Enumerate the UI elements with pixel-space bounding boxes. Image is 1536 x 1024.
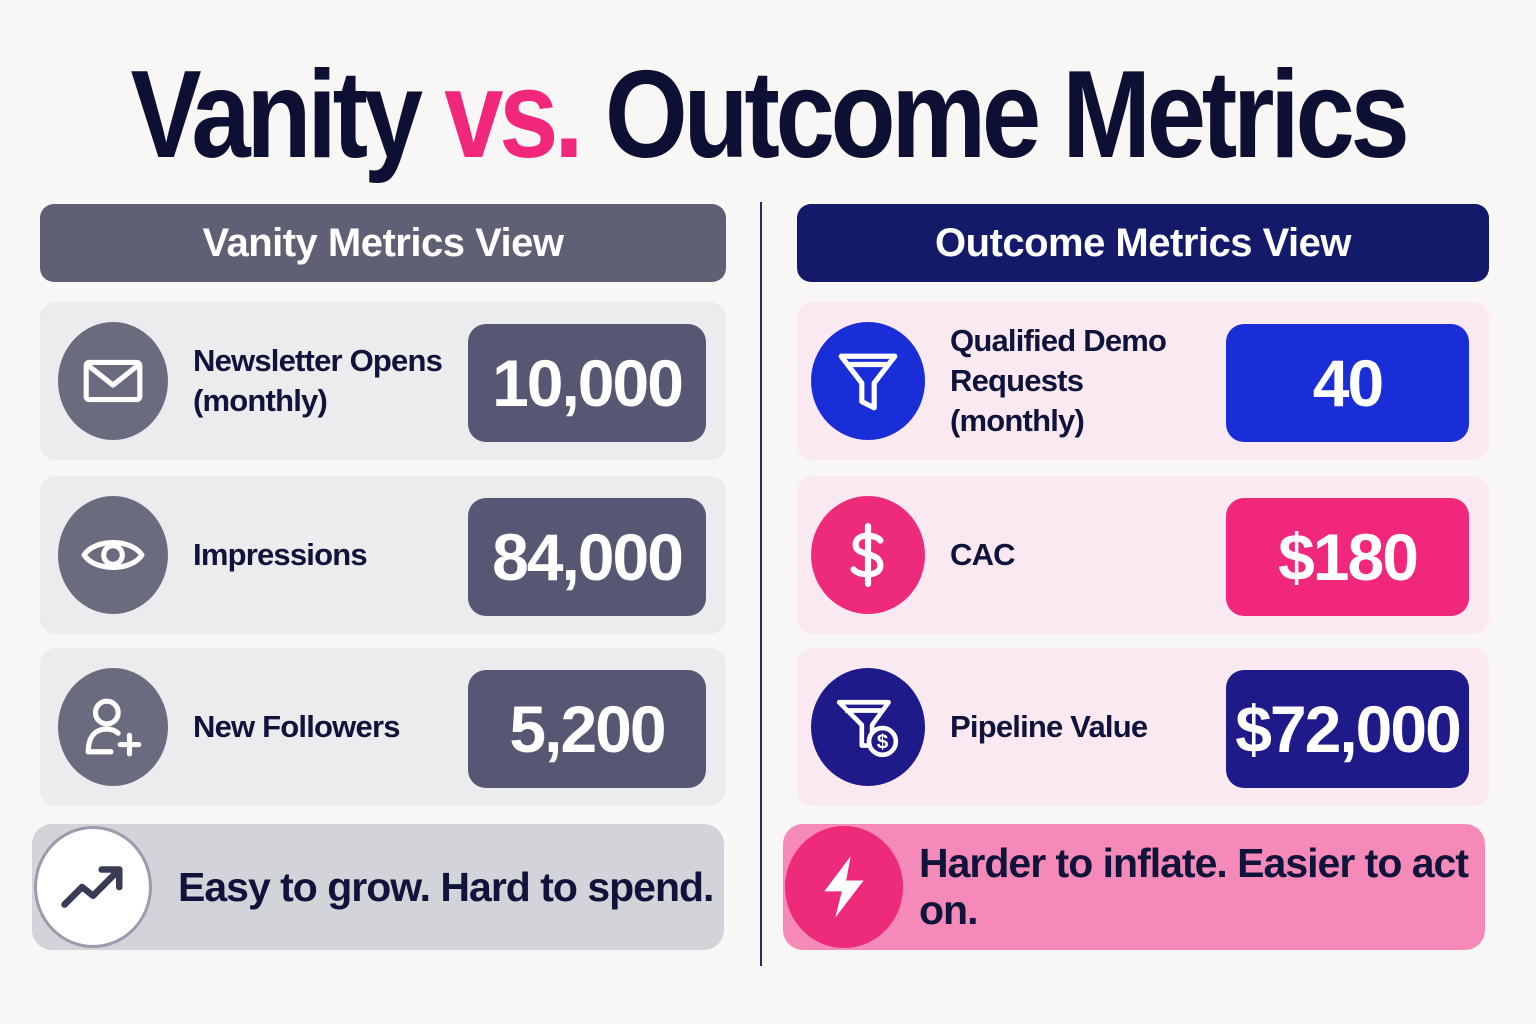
lightning-icon: [785, 826, 903, 948]
vanity-metric-row: New Followers 5,200: [40, 648, 726, 806]
metric-label: Pipeline Value: [950, 709, 1148, 744]
title-outcome: Outcome Metrics: [604, 46, 1410, 184]
dollar-icon: [811, 496, 925, 614]
mail-icon: [58, 322, 168, 440]
metric-value: 10,000: [468, 324, 706, 442]
metric-label: CAC: [950, 537, 1016, 572]
outcome-metric-row: CAC $180: [797, 476, 1489, 634]
metric-value: $72,000: [1226, 670, 1469, 788]
add-user-icon: [58, 668, 168, 786]
outcome-metric-row: $ Pipeline Value $72,000: [797, 648, 1489, 806]
metric-label: Newsletter Opens (monthly): [193, 343, 443, 418]
title-vanity: Vanity: [130, 46, 423, 184]
trend-up-icon: [34, 826, 152, 948]
vanity-footer-text: Easy to grow. Hard to spend.: [178, 863, 714, 910]
vanity-footer: Easy to grow. Hard to spend.: [32, 824, 724, 950]
metric-value: 5,200: [468, 670, 706, 788]
outcome-footer-text: Harder to inflate. Easier to act on.: [919, 840, 1469, 933]
svg-text:$: $: [877, 731, 889, 754]
vanity-metric-row: Newsletter Opens (monthly) 10,000: [40, 302, 726, 460]
metric-label: Impressions: [193, 537, 368, 572]
page-title: Vanity vs. Outcome Metrics: [108, 40, 1429, 190]
outcome-metric-row: Qualified Demo Requests (monthly) 40: [797, 302, 1489, 460]
metric-value: 84,000: [468, 498, 706, 616]
funnel-icon: [811, 322, 925, 440]
metric-value: 40: [1226, 324, 1469, 442]
eye-icon: [58, 496, 168, 614]
metric-label: New Followers: [193, 709, 400, 744]
outcome-footer: Harder to inflate. Easier to act on.: [783, 824, 1485, 950]
metric-value: $180: [1226, 498, 1469, 616]
vanity-metric-row: Impressions 84,000: [40, 476, 726, 634]
vanity-header: Vanity Metrics View: [40, 204, 726, 282]
funnel-dollar-icon: $: [811, 668, 925, 786]
column-divider: [760, 202, 762, 966]
outcome-header: Outcome Metrics View: [797, 204, 1489, 282]
title-vs: vs.: [444, 46, 584, 184]
metric-label: Qualified Demo Requests (monthly): [950, 323, 1167, 438]
